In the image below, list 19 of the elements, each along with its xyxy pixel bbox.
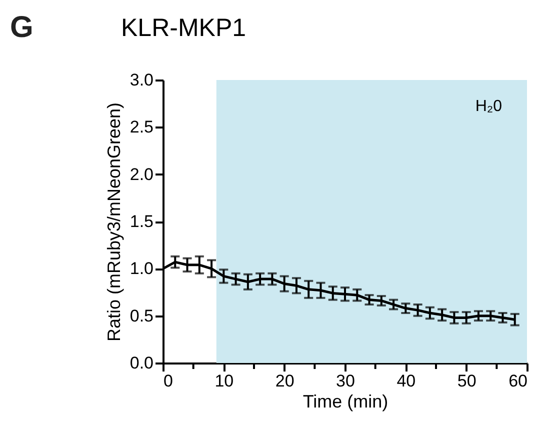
- x-tick-label: 30: [336, 372, 355, 390]
- band-label: H₂0: [475, 98, 502, 115]
- x-tick-label: 40: [396, 372, 416, 390]
- text: G: [10, 11, 34, 44]
- y-tick-label: 1.0: [130, 259, 154, 278]
- y-tick-label: 1.5: [130, 212, 154, 231]
- y-axis-title: Ratio (mRuby3/mNeonGreen): [104, 102, 124, 342]
- x-tick-label: 60: [508, 372, 528, 390]
- chart-title: KLR-MKP1: [121, 14, 246, 42]
- y-tick-label: 3.0: [130, 70, 154, 90]
- y-tick-label: 0.5: [130, 306, 154, 326]
- x-tick-label: 0: [164, 372, 173, 390]
- x-axis-title: Time (min): [302, 392, 388, 412]
- x-tick-label: 50: [457, 372, 476, 390]
- y-tick-label: 2.5: [130, 118, 154, 137]
- y-tick-label: 0.0: [130, 354, 154, 372]
- y-tick-label: 2.0: [130, 164, 154, 184]
- x-tick-label: 10: [214, 372, 234, 390]
- x-tick-label: 20: [275, 372, 294, 390]
